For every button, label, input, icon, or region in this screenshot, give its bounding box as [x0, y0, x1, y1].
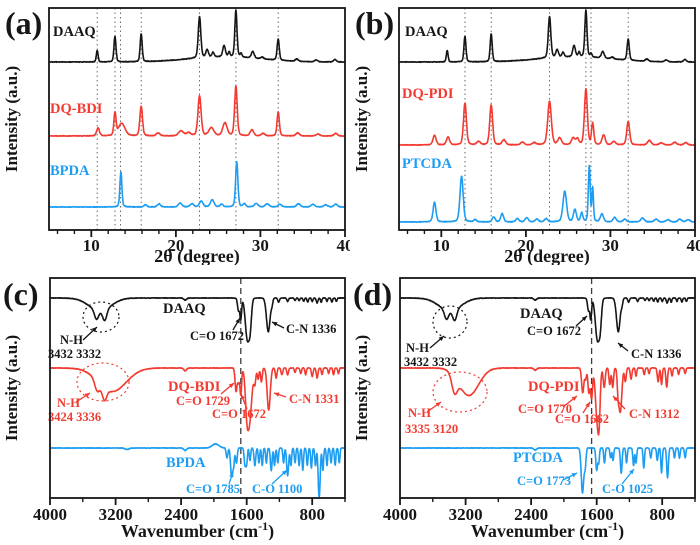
annotation-text: C-N 1312 [629, 407, 679, 421]
annotation-text: 3432 3332 [404, 355, 457, 369]
x-tick-label: 30 [252, 236, 269, 255]
series-label-DAAQ: DAAQ [53, 24, 96, 40]
x-tick-label: 10 [433, 236, 450, 255]
series-label-BPDA: BPDA [166, 455, 206, 471]
annotation-text: 3335 3120 [405, 422, 458, 436]
annotation-ellipse [83, 302, 119, 332]
panel-letter: (a) [5, 5, 42, 41]
annotation-text: C=O 1773 [517, 474, 571, 488]
series-label-DAAQ: DAAQ [163, 301, 206, 317]
panel-letter: (d) [353, 276, 392, 312]
series-label-PTCDA: PTCDA [513, 450, 563, 466]
trace-BPDA [49, 162, 345, 208]
x-axis-label: Wavenumber (cm-1) [121, 519, 274, 540]
annotation-text: N-H [408, 406, 431, 420]
series-label-DQ-BDI: DQ-BDI [168, 379, 221, 395]
x-tick-label: 30 [602, 236, 619, 255]
x-tick-label: 10 [83, 236, 100, 255]
annotation-text: N-H [60, 333, 83, 347]
y-axis-label: Intensity (a.u.) [352, 335, 371, 441]
x-tick-label: 40 [687, 236, 700, 255]
annotation-text: N-H [57, 396, 80, 410]
x-tick-label: 40 [337, 236, 351, 255]
annotation-arrowhead [274, 393, 280, 397]
series-label-DQ-PDI: DQ-PDI [402, 86, 454, 102]
y-axis-label: Intensity (a.u.) [2, 66, 21, 172]
annotation-ellipse [433, 306, 467, 338]
annotation-text: C=O 1662 [555, 412, 609, 426]
panel-letter: (c) [3, 276, 39, 312]
annotation-text: C=O 1672 [190, 329, 244, 343]
series-label-DAAQ: DAAQ [405, 24, 448, 40]
series-label-DQ-PDI: DQ-PDI [528, 379, 580, 395]
annotation-text: C-O 1025 [602, 482, 653, 496]
annotation-text: C=O 1672 [212, 407, 266, 421]
x-axis-label: 2θ (degree) [154, 246, 240, 265]
series-label-DAAQ: DAAQ [520, 306, 563, 322]
trace-PTCDA [399, 166, 695, 223]
annotation-text: C-O 1100 [252, 482, 302, 496]
series-label-BPDA: BPDA [50, 163, 90, 179]
x-axis-label: 2θ (degree) [504, 246, 590, 265]
panel-letter: (b) [355, 5, 394, 41]
y-axis-label: Intensity (a.u.) [2, 335, 21, 441]
annotation-text: C=O 1785 [186, 482, 240, 496]
annotation-text: 3432 3332 [48, 347, 101, 361]
annotation-text: C-N 1331 [289, 392, 339, 406]
annotation-ellipse [433, 372, 487, 412]
x-tick-label: 4000 [33, 505, 67, 524]
annotation-text: N-H [406, 341, 429, 355]
x-tick-label: 800 [299, 505, 325, 524]
annotation-text: C-N 1336 [286, 322, 336, 336]
annotation-text: C=O 1729 [176, 394, 230, 408]
annotation-text: 3424 3336 [48, 410, 101, 424]
x-axis-label: Wavenumber (cm-1) [471, 519, 624, 540]
series-label-DQ-BDI: DQ-BDI [50, 101, 103, 117]
y-axis-label: Intensity (a.u.) [352, 66, 371, 172]
x-tick-label: 800 [649, 505, 675, 524]
x-tick-label: 4000 [383, 505, 417, 524]
annotation-text: C=O 1672 [527, 324, 581, 338]
series-label-PTCDA: PTCDA [402, 156, 452, 172]
annotation-text: C-N 1336 [631, 347, 681, 361]
